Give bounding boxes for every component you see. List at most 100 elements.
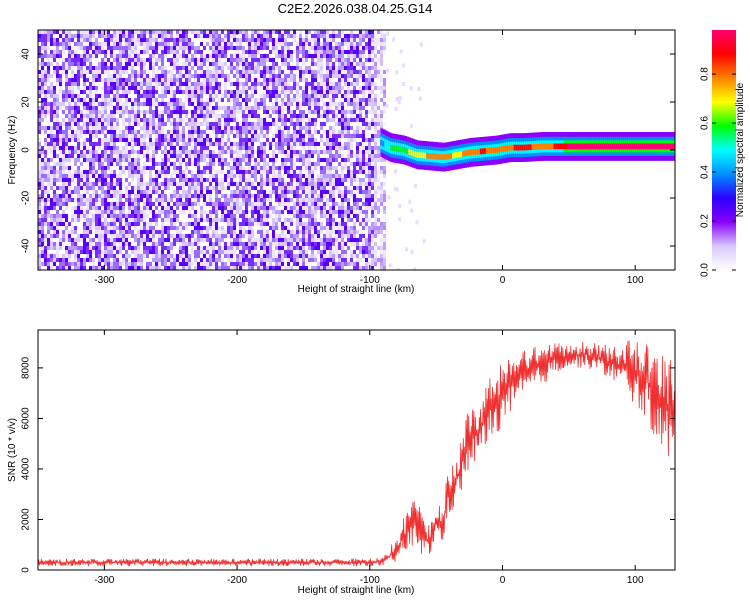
- noise-cell: [317, 174, 320, 178]
- noise-cell: [230, 54, 233, 58]
- noise-cell: [146, 102, 149, 106]
- noise-cell: [74, 238, 77, 242]
- noise-cell: [188, 66, 191, 70]
- noise-cell: [74, 230, 77, 234]
- noise-cell: [149, 222, 152, 226]
- noise-cell: [272, 254, 275, 258]
- noise-cell: [260, 122, 263, 126]
- noise-cell: [314, 258, 317, 262]
- noise-cell: [338, 46, 341, 50]
- noise-cell: [167, 198, 170, 202]
- noise-cell: [131, 222, 134, 226]
- noise-cell: [71, 218, 74, 222]
- noise-cell: [221, 218, 224, 222]
- noise-cell: [287, 166, 290, 170]
- noise-cell: [335, 134, 338, 138]
- noise-cell: [113, 42, 116, 46]
- noise-cell: [254, 134, 257, 138]
- noise-cell: [275, 50, 278, 54]
- noise-cell: [245, 102, 248, 106]
- noise-cell: [236, 258, 239, 262]
- noise-cell: [344, 198, 347, 202]
- noise-cell: [131, 210, 134, 214]
- noise-cell: [242, 134, 245, 138]
- noise-cell: [227, 98, 230, 102]
- noise-cell: [323, 214, 326, 218]
- noise-cell: [83, 218, 86, 222]
- noise-cell: [200, 134, 203, 138]
- noise-cell: [236, 190, 239, 194]
- noise-cell: [101, 50, 104, 54]
- noise-cell: [314, 206, 317, 210]
- noise-cell: [113, 146, 116, 150]
- noise-cell: [227, 90, 230, 94]
- noise-cell: [146, 90, 149, 94]
- noise-cell: [254, 214, 257, 218]
- noise-cell: [191, 246, 194, 250]
- noise-cell: [353, 86, 356, 90]
- noise-cell: [47, 146, 50, 150]
- noise-cell: [56, 254, 59, 258]
- noise-cell: [197, 194, 200, 198]
- noise-cell: [188, 162, 191, 166]
- noise-cell: [314, 194, 317, 198]
- noise-cell: [221, 246, 224, 250]
- noise-cell: [53, 214, 56, 218]
- noise-cell: [134, 254, 137, 258]
- noise-cell: [251, 254, 254, 258]
- noise-cell: [53, 230, 56, 234]
- noise-cell: [149, 202, 152, 206]
- noise-cell: [320, 262, 323, 266]
- noise-cell: [47, 102, 50, 106]
- noise-cell: [245, 146, 248, 150]
- noise-cell: [245, 214, 248, 218]
- noise-cell: [65, 94, 68, 98]
- noise-cell: [158, 42, 161, 46]
- noise-cell: [308, 130, 311, 134]
- noise-cell: [80, 246, 83, 250]
- noise-cell: [254, 166, 257, 170]
- noise-cell: [92, 150, 95, 154]
- noise-cell: [215, 54, 218, 58]
- noise-cell: [86, 230, 89, 234]
- noise-cell: [281, 262, 284, 266]
- noise-cell: [332, 118, 335, 122]
- noise-cell: [245, 230, 248, 234]
- noise-cell: [311, 46, 314, 50]
- noise-cell: [86, 178, 89, 182]
- noise-cell: [221, 202, 224, 206]
- noise-cell: [185, 242, 188, 246]
- noise-cell: [137, 58, 140, 62]
- noise-cell: [338, 142, 341, 146]
- noise-cell: [101, 30, 104, 34]
- noise-cell: [125, 106, 128, 110]
- noise-cell: [218, 38, 221, 42]
- noise-cell: [227, 210, 230, 214]
- noise-cell: [326, 146, 329, 150]
- noise-cell: [80, 118, 83, 122]
- noise-cell: [197, 190, 200, 194]
- noise-cell: [203, 78, 206, 82]
- noise-cell: [272, 86, 275, 90]
- noise-cell: [221, 186, 224, 190]
- noise-cell: [74, 50, 77, 54]
- noise-cell: [287, 262, 290, 266]
- noise-cell: [140, 118, 143, 122]
- noise-cell: [41, 238, 44, 242]
- noise-cell: [209, 238, 212, 242]
- noise-cell: [80, 90, 83, 94]
- noise-cell: [98, 214, 101, 218]
- noise-cell: [161, 254, 164, 258]
- noise-cell: [248, 250, 251, 254]
- noise-cell: [356, 46, 359, 50]
- noise-cell: [209, 246, 212, 250]
- noise-cell: [44, 238, 47, 242]
- noise-cell: [275, 86, 278, 90]
- noise-cell: [194, 114, 197, 118]
- noise-cell: [86, 130, 89, 134]
- noise-cell: [311, 62, 314, 66]
- noise-cell: [125, 190, 128, 194]
- noise-cell: [170, 30, 173, 34]
- noise-cell: [290, 66, 293, 70]
- noise-cell: [224, 82, 227, 86]
